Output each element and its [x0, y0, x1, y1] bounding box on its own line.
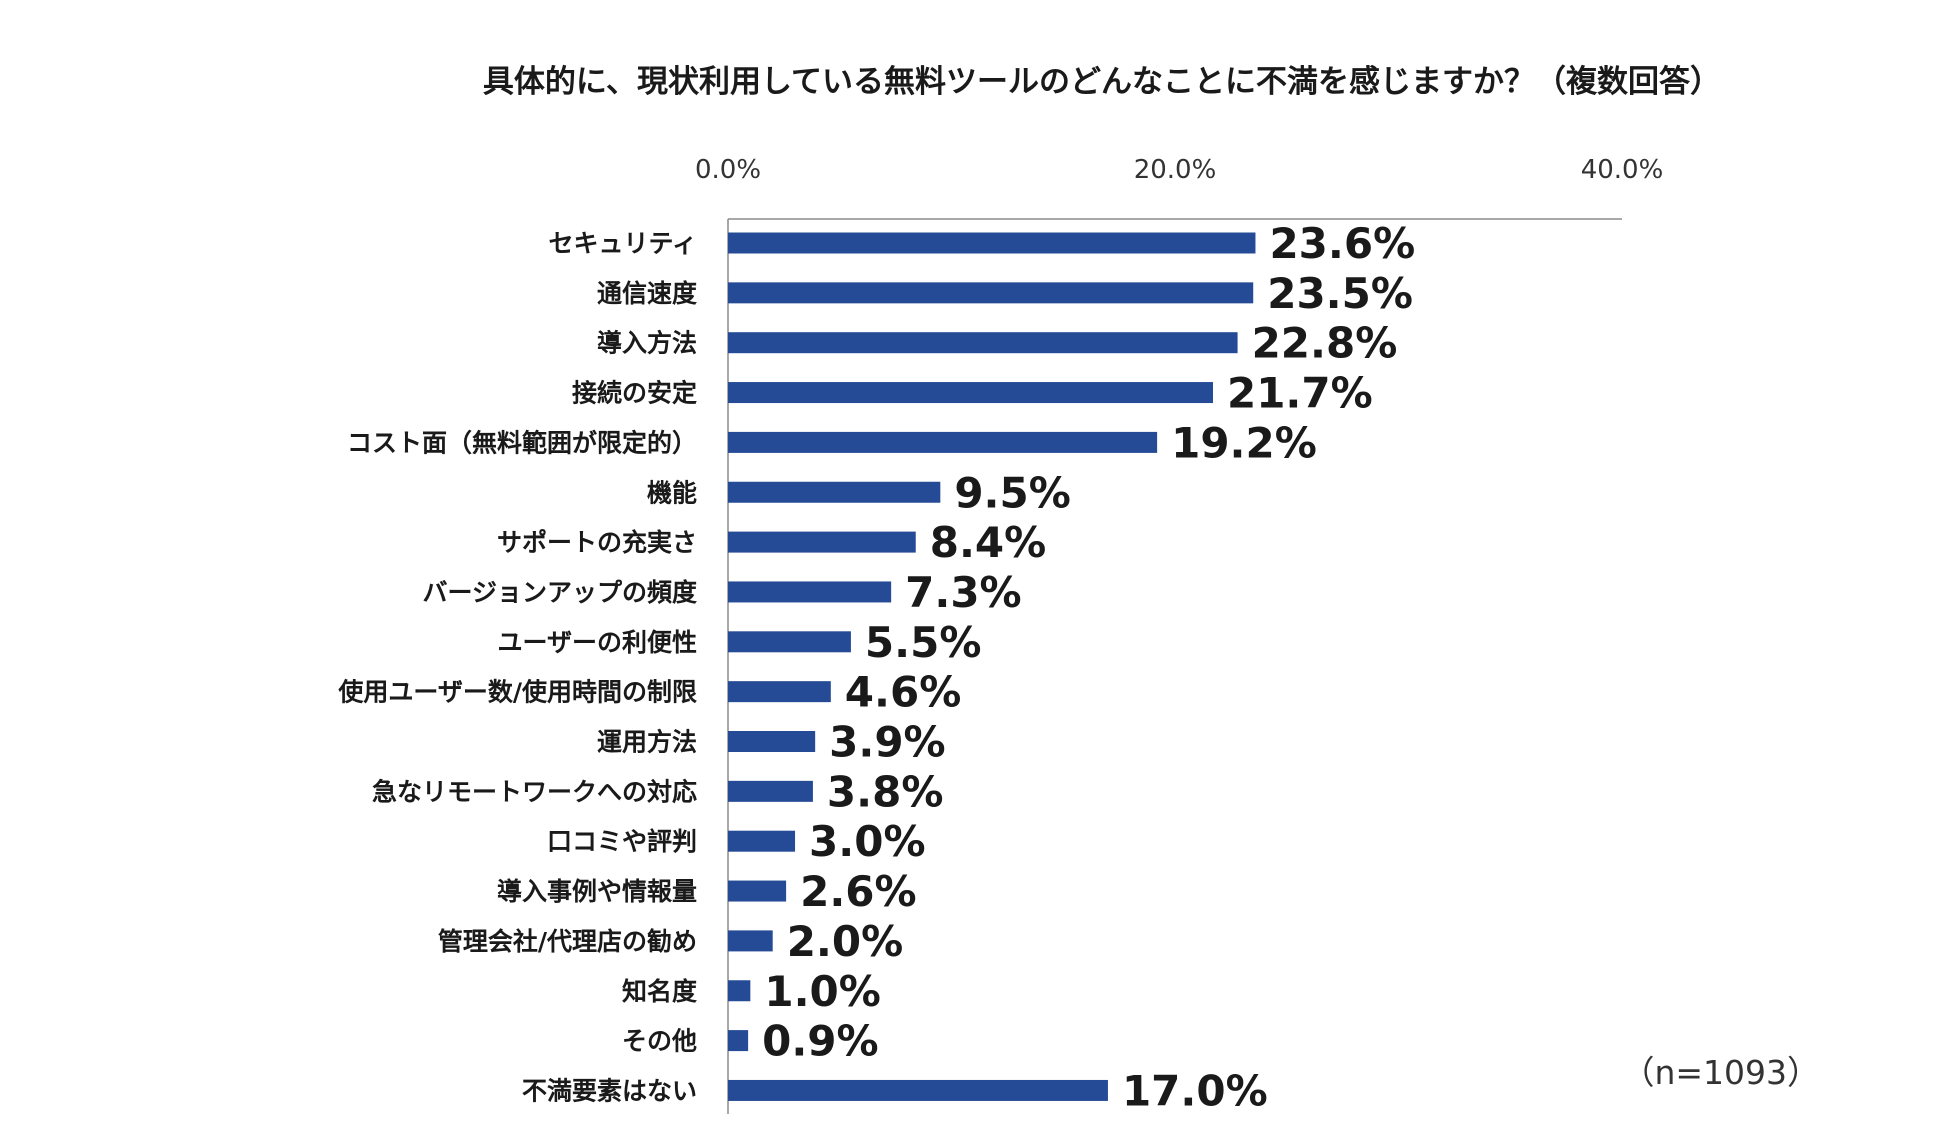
- category-label: バージョンアップの頻度: [422, 578, 697, 607]
- bar: [728, 1030, 749, 1052]
- category-label: セキュリティ: [548, 229, 697, 258]
- category-label: サポートの充実さ: [497, 528, 697, 557]
- bar: [728, 282, 1254, 304]
- x-tick-label: 40.0%: [1581, 155, 1664, 185]
- value-label: 2.0%: [787, 917, 903, 966]
- bar: [728, 830, 796, 852]
- bars: [728, 232, 1256, 1101]
- category-label: 導入方法: [597, 329, 697, 358]
- bar: [728, 681, 831, 703]
- bar: [728, 731, 816, 752]
- value-label: 19.2%: [1171, 418, 1317, 467]
- value-label: 23.6%: [1269, 219, 1415, 268]
- category-label: 運用方法: [597, 728, 697, 757]
- bar: [728, 431, 1158, 453]
- bar: [728, 581, 892, 603]
- category-label: その他: [622, 1027, 697, 1056]
- category-label: 管理会社/代理店の勧め: [438, 927, 697, 956]
- category-label: 使用ユーザー数/使用時間の制限: [337, 678, 697, 707]
- value-label: 7.3%: [905, 568, 1021, 617]
- value-label: 5.5%: [865, 618, 981, 667]
- chart-title: 具体的に、現状利用している無料ツールのどんなことに不満を感じますか？（複数回答）: [483, 64, 1721, 100]
- value-labels: 23.6%23.5%22.8%21.7%19.2% 9.5%8.4%7.3%5.5…: [762, 219, 1415, 1115]
- bar: [728, 880, 787, 902]
- category-label: 接続の安定: [572, 379, 697, 408]
- value-label: 8.4%: [930, 518, 1046, 567]
- value-label: 22.8%: [1252, 319, 1398, 368]
- x-axis-ticks: 0.0% 20.0% 40.0%: [695, 155, 1663, 185]
- category-label: 知名度: [622, 977, 697, 1006]
- bar: [728, 531, 916, 553]
- value-label: 0.9%: [762, 1017, 878, 1066]
- sample-size-note: （n=1093）: [1621, 1053, 1820, 1092]
- value-label: 21.7%: [1227, 369, 1373, 418]
- bar: [728, 930, 773, 952]
- category-label: 機能: [647, 478, 697, 507]
- x-tick-label: 20.0%: [1134, 155, 1217, 185]
- value-label: 4.6%: [845, 668, 961, 717]
- bar: [728, 481, 941, 503]
- category-label: 不満要素はない: [522, 1076, 697, 1105]
- value-label: 23.5%: [1267, 269, 1413, 318]
- value-label: 9.5%: [954, 468, 1070, 517]
- value-label: 2.6%: [800, 867, 916, 916]
- bar: [728, 1079, 1108, 1101]
- category-label: コスト面（無料範囲が限定的）: [347, 428, 697, 457]
- category-label: 口コミや評判: [547, 827, 697, 856]
- bar: [728, 382, 1213, 404]
- x-tick-label: 0.0%: [695, 155, 761, 185]
- bar: [728, 631, 851, 653]
- value-label: 3.0%: [809, 817, 925, 866]
- category-label: 導入事例や情報量: [497, 877, 697, 906]
- bar: [728, 980, 751, 1002]
- bar: [728, 332, 1238, 354]
- category-label: 急なリモートワークへの対応: [372, 777, 697, 806]
- category-label: ユーザーの利便性: [497, 628, 697, 657]
- value-label: 1.0%: [764, 967, 880, 1016]
- bar: [728, 232, 1256, 254]
- category-label: 通信速度: [597, 279, 697, 308]
- bar: [728, 780, 813, 802]
- value-label: 17.0%: [1122, 1066, 1268, 1115]
- value-label: 3.8%: [827, 767, 943, 816]
- value-label: 3.9%: [829, 718, 945, 767]
